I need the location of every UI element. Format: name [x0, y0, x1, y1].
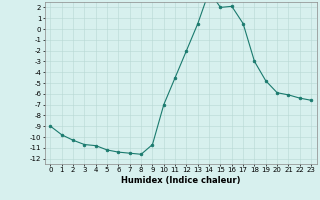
X-axis label: Humidex (Indice chaleur): Humidex (Indice chaleur): [121, 176, 241, 185]
